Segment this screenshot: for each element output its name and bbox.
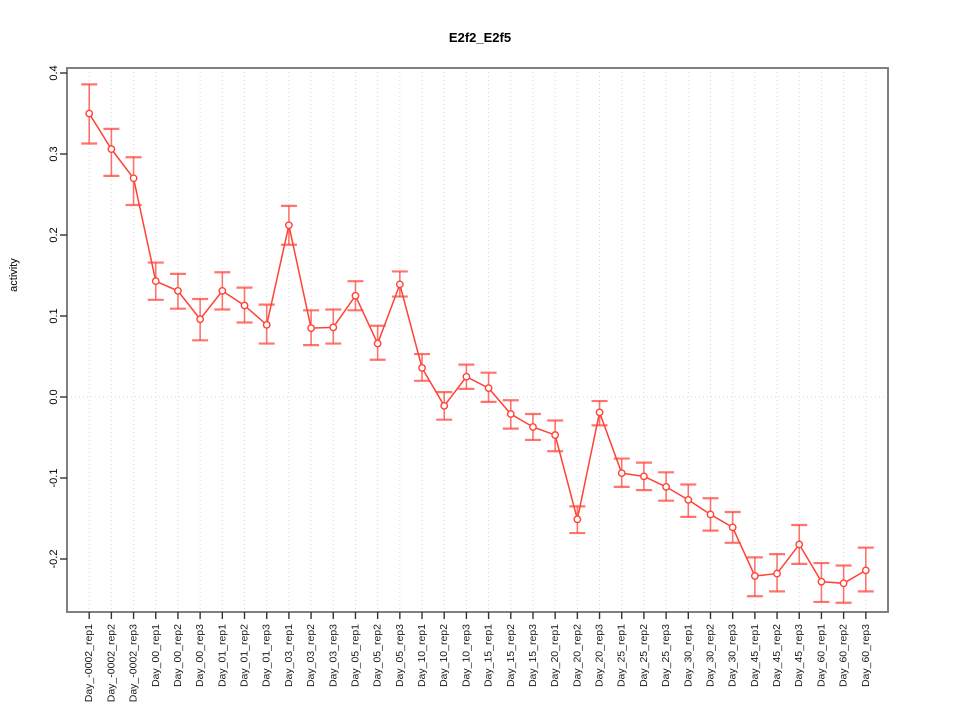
x-tick-label: Day_03_rep1	[283, 624, 295, 687]
x-tick-label: Day_30_rep2	[704, 624, 716, 687]
data-point	[861, 566, 870, 575]
x-tick-label: Day_05_rep1	[349, 624, 361, 687]
data-point	[640, 472, 648, 481]
x-tick-label: Day_20_rep2	[571, 624, 583, 687]
y-tick-label: 0.0	[48, 389, 60, 404]
x-tick-label: Day_25_rep1	[616, 624, 628, 687]
data-line	[88, 113, 867, 585]
x-tick-label: Day_01_rep1	[216, 624, 228, 687]
data-point	[595, 408, 604, 417]
data-point	[506, 410, 515, 418]
x-axis-ticks	[88, 612, 867, 619]
x-tick-label: Day_-0002_rep3	[128, 624, 140, 702]
x-tick-label: Day_01_rep3	[261, 624, 273, 687]
x-tick-label: Day_-0002_rep2	[105, 624, 117, 702]
data-point	[284, 221, 293, 230]
data-point	[151, 277, 160, 286]
x-tick-label: Day_60_rep2	[838, 624, 850, 687]
x-tick-label: Day_15_rep1	[483, 624, 495, 687]
y-tick-label: 0.1	[48, 308, 60, 323]
x-tick-label: Day_45_rep1	[749, 624, 761, 687]
gridlines	[67, 68, 888, 612]
x-tick-label: Day_00_rep3	[194, 624, 206, 687]
data-point	[174, 286, 182, 295]
x-tick-label: Day_45_rep2	[771, 624, 783, 687]
data-point	[262, 321, 271, 329]
x-tick-label: Day_10_rep3	[460, 624, 472, 687]
data-point	[662, 483, 671, 491]
x-tick-label: Day_03_rep3	[327, 624, 339, 687]
x-tick-label: Day_20_rep3	[594, 624, 606, 687]
x-tick-label: Day_25_rep2	[638, 624, 650, 687]
x-axis-tick-labels: Day_-0002_rep1 Day_-0002_rep2 Day_-0002_re…	[83, 624, 872, 702]
x-tick-label: Day_05_rep2	[372, 624, 384, 687]
data-point	[529, 423, 537, 431]
y-tick-label: 0.4	[48, 65, 60, 80]
data-point	[684, 495, 693, 504]
data-point	[462, 372, 471, 381]
data-point	[351, 291, 360, 300]
data-point	[728, 523, 737, 532]
y-axis-ticks: 0.4 0.3 0.2 0.1 0.0 -0.1 -0.2	[48, 65, 67, 568]
data-point	[85, 109, 94, 118]
data-point	[373, 339, 382, 348]
data-point	[395, 280, 404, 289]
data-point	[773, 569, 781, 578]
x-tick-label: Day_15_rep3	[527, 624, 539, 687]
x-tick-label: Day_25_rep3	[660, 624, 672, 687]
data-point	[129, 174, 138, 183]
x-tick-label: Day_05_rep3	[394, 624, 406, 687]
data-point	[440, 402, 449, 410]
x-tick-label: Day_45_rep3	[793, 624, 805, 687]
y-tick-label: -0.2	[48, 550, 60, 569]
data-point	[795, 540, 804, 549]
chart-title: E2f2_E2f5	[448, 30, 512, 45]
data-point	[418, 363, 426, 372]
data-point	[617, 469, 626, 478]
data-point	[839, 579, 848, 588]
x-tick-label: Day_00_rep2	[172, 624, 184, 687]
data-point	[196, 315, 205, 324]
y-tick-label: -0.1	[48, 469, 60, 488]
x-tick-label: Day_01_rep2	[239, 624, 251, 687]
y-tick-label: 0.2	[48, 227, 60, 242]
x-tick-label: Day_10_rep1	[416, 624, 428, 687]
x-tick-label: Day_-0002_rep1	[83, 624, 95, 702]
y-tick-label: 0.3	[48, 146, 60, 161]
data-point	[484, 384, 493, 392]
data-point	[706, 510, 715, 519]
x-tick-label: Day_30_rep3	[727, 624, 739, 687]
data-point	[240, 301, 249, 310]
data-point	[551, 431, 560, 439]
x-tick-label: Day_03_rep2	[305, 624, 317, 687]
x-tick-label: Day_10_rep2	[438, 624, 450, 687]
data-point	[817, 577, 826, 586]
data-point	[218, 286, 227, 295]
data-point	[329, 323, 338, 332]
x-tick-label: Day_30_rep1	[682, 624, 694, 687]
axes	[66, 67, 889, 613]
error-bars	[81, 83, 874, 604]
data-point	[307, 324, 315, 333]
data-points	[85, 109, 870, 588]
data-point	[573, 515, 582, 524]
x-tick-label: Day_60_rep1	[815, 624, 827, 687]
data-point	[107, 145, 116, 154]
data-point	[750, 572, 759, 580]
x-tick-label: Day_00_rep1	[150, 624, 162, 687]
x-tick-label: Day_20_rep1	[549, 624, 561, 687]
x-tick-label: Day_15_rep2	[505, 624, 517, 687]
x-tick-label: Day_60_rep3	[860, 624, 872, 687]
